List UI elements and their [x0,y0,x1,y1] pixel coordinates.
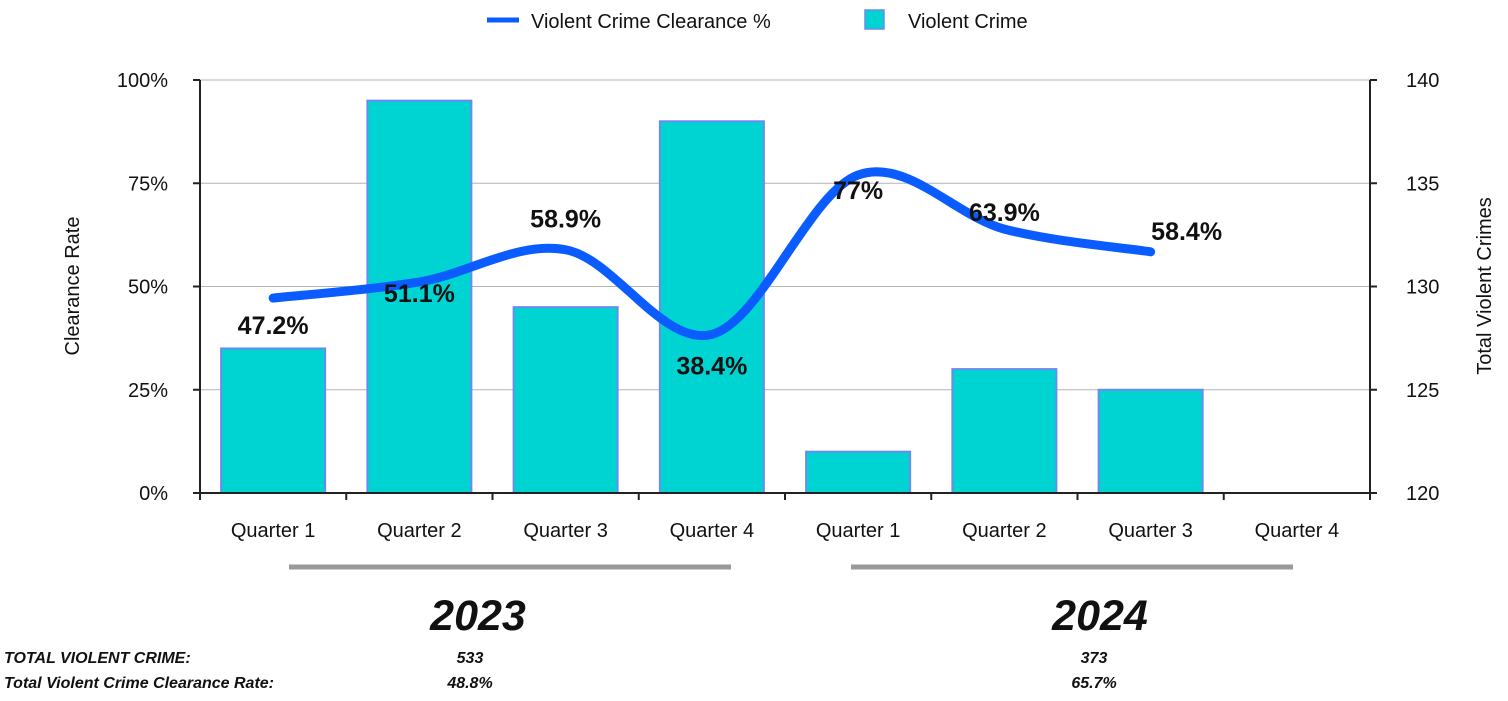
totals-value-2024: 65.7% [1071,675,1116,692]
x-tick-label: Quarter 1 [231,520,315,542]
totals-value-2024: 373 [1081,650,1108,667]
x-tick-label: Quarter 3 [1108,520,1192,542]
bar-violent-crime [951,368,1058,495]
line-data-label: 47.2% [238,312,309,340]
totals-row-label: Total Violent Crime Clearance Rate: [4,675,274,692]
x-tick-label: Quarter 2 [962,520,1046,542]
x-tick-label: Quarter 3 [523,520,607,542]
line-data-label: 58.4% [1151,218,1222,246]
legend-box-swatch [864,9,885,30]
right-axis-title: Total Violent Crimes [1474,197,1496,374]
right-tick-label: 125 [1406,380,1439,402]
year-label-2024: 2024 [1051,592,1148,640]
line-data-label: 58.9% [530,206,601,234]
right-tick-label: 140 [1406,70,1439,92]
legend-label: Violent Crime [908,11,1028,33]
right-tick-label: 120 [1406,483,1439,505]
left-tick-label: 0% [139,483,168,505]
bar-violent-crime [805,450,912,495]
left-axis-title: Clearance Rate [62,217,84,356]
line-data-label: 63.9% [969,199,1040,227]
x-tick-label: Quarter 4 [670,520,754,542]
bar-violent-crime [220,347,327,495]
right-tick-label: 130 [1406,277,1439,299]
bar-violent-crime [366,99,473,495]
left-tick-label: 50% [128,277,168,299]
line-data-label: 51.1% [384,280,455,308]
line-data-label: 38.4% [676,352,747,380]
legend-label: Violent Crime Clearance % [531,11,771,33]
left-tick-label: 25% [128,380,168,402]
x-tick-label: Quarter 1 [816,520,900,542]
left-tick-label: 75% [128,173,168,195]
year-label-2023: 2023 [429,592,526,640]
totals-value-2023: 533 [457,650,484,667]
right-tick-label: 135 [1406,173,1439,195]
bar-violent-crime [512,306,619,494]
left-tick-label: 100% [117,70,168,92]
x-tick-label: Quarter 2 [377,520,461,542]
x-tick-label: Quarter 4 [1255,520,1339,542]
totals-row-label: TOTAL VIOLENT CRIME: [4,650,191,667]
line-violent-crime-clearance [268,167,1156,341]
line-data-label: 77% [833,177,883,205]
bar-violent-crime [1097,388,1204,494]
totals-value-2023: 48.8% [446,675,492,692]
